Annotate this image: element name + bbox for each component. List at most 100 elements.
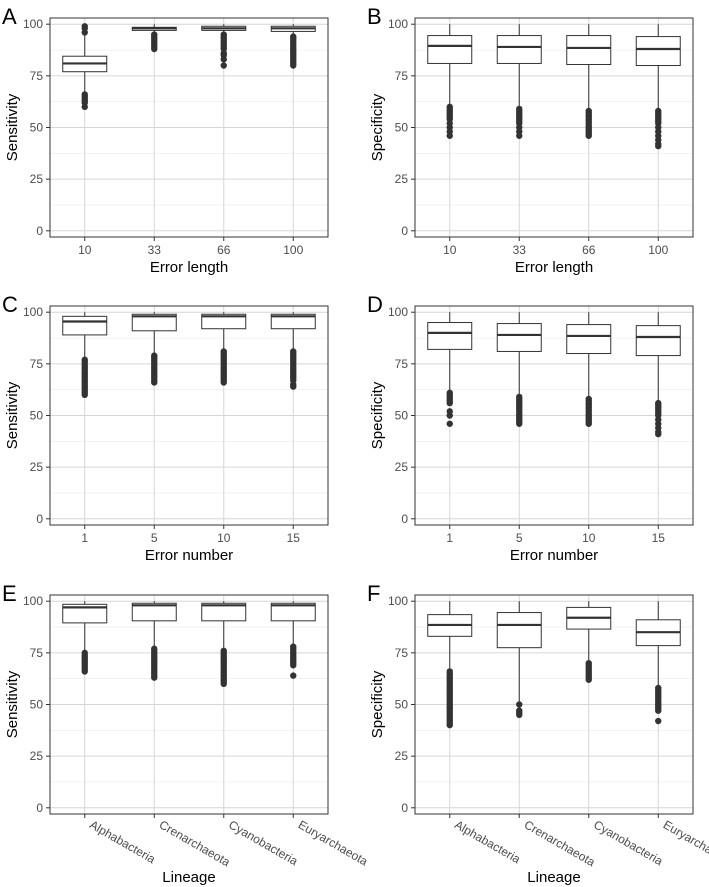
x-tick-label: 33	[148, 243, 162, 257]
outlier-point	[446, 412, 453, 419]
x-tick-label: 66	[582, 243, 596, 257]
panel-f: 0 25 50 75 100 AlphabacteriaCrenarchaeotaCyan…	[367, 581, 709, 886]
outlier-point	[290, 62, 297, 69]
x-tick-label: 5	[516, 531, 523, 545]
box-10	[566, 312, 612, 427]
x-tick-label: 15	[652, 531, 666, 545]
box-5	[496, 312, 542, 427]
x-tick-label: 10	[217, 531, 231, 545]
outlier-point	[220, 680, 227, 688]
outlier-point	[151, 379, 158, 386]
box-100	[635, 24, 681, 150]
x-tick-label: 100	[283, 243, 303, 257]
outlier-point	[290, 383, 297, 390]
x-axis-title: Lineage	[527, 869, 580, 886]
outlier-point	[585, 420, 592, 427]
y-tick-label: 75	[30, 646, 44, 660]
panel-letter: D	[367, 292, 383, 317]
panel-letter: B	[367, 4, 382, 29]
x-tick-label: Crenarchaeota	[522, 817, 598, 869]
y-tick-label: 100	[23, 594, 43, 608]
panel-b: 0 25 50 75 100 10 33 66 100 Error length Specifici…	[367, 4, 694, 276]
x-tick-label: Alphabacteria	[452, 817, 523, 866]
outlier-point	[655, 707, 662, 714]
box-crenarchaeota	[496, 601, 542, 719]
outlier-point	[151, 674, 158, 681]
y-tick-label: 0	[36, 512, 43, 526]
panel-border	[49, 305, 329, 526]
box-iqr	[270, 602, 316, 622]
x-tick-label: Cyanobacteria	[591, 817, 665, 868]
x-axis-title: Lineage	[162, 869, 215, 886]
outlier-point	[516, 132, 523, 139]
x-tick-label: 100	[648, 243, 668, 257]
outlier-point	[585, 676, 592, 683]
y-tick-label: 25	[30, 460, 44, 474]
box-iqr	[201, 313, 247, 330]
x-tick-label: 15	[287, 531, 301, 545]
box-10	[427, 24, 473, 139]
x-tick-label: 1	[446, 531, 453, 545]
x-tick-label: 5	[151, 531, 158, 545]
x-tick-label: 66	[217, 243, 231, 257]
x-axis-title: Error number	[145, 547, 233, 564]
panel-border	[414, 305, 694, 526]
y-tick-label: 75	[395, 646, 409, 660]
outlier-point	[446, 721, 453, 729]
panel-letter: F	[367, 581, 380, 606]
x-tick-label: 1	[81, 531, 88, 545]
y-tick-label: 25	[30, 749, 44, 763]
box-33	[496, 24, 542, 139]
x-tick-label: Cyanobacteria	[226, 817, 300, 868]
x-tick-label: 33	[513, 243, 527, 257]
y-tick-label: 50	[30, 409, 44, 423]
box-iqr	[635, 36, 681, 67]
x-tick-label: Alphabacteria	[87, 817, 158, 866]
y-tick-label: 25	[395, 172, 409, 186]
box-iqr	[201, 602, 247, 622]
outlier-point	[446, 420, 453, 427]
x-tick-label: 10	[443, 243, 457, 257]
box-66	[201, 24, 247, 69]
outlier-point	[290, 662, 297, 669]
box-euryarchaeota	[270, 601, 316, 679]
box-10	[201, 312, 247, 386]
outlier-point	[220, 62, 227, 69]
box-33	[131, 24, 177, 53]
box-euryarchaeota	[635, 601, 681, 725]
box-15	[635, 312, 681, 438]
box-iqr	[62, 603, 108, 624]
y-tick-label: 75	[395, 357, 409, 371]
box-1	[62, 312, 108, 399]
outlier-point	[81, 23, 88, 30]
outlier-point	[81, 391, 88, 399]
box-iqr	[131, 602, 177, 622]
outlier-point	[516, 420, 523, 427]
y-axis-title: Specificity	[369, 381, 386, 449]
y-tick-label: 0	[36, 224, 43, 238]
y-tick-label: 50	[395, 409, 409, 423]
outlier-point	[655, 430, 662, 438]
outlier-point	[290, 672, 297, 679]
outlier-point	[585, 132, 592, 139]
box-iqr	[131, 313, 177, 332]
y-tick-label: 100	[388, 594, 408, 608]
box-alphabacteria	[62, 601, 108, 675]
box-iqr	[62, 315, 108, 336]
box-iqr	[566, 324, 612, 355]
y-axis-title: Sensitivity	[4, 381, 21, 449]
outlier-point	[81, 668, 88, 675]
box-iqr	[427, 35, 473, 64]
box-5	[131, 312, 177, 386]
x-axis-title: Error number	[510, 547, 598, 564]
box-1	[427, 312, 473, 427]
box-cyanobacteria	[566, 601, 612, 683]
x-tick-label: Euryarchaeota	[661, 817, 709, 868]
box-15	[270, 312, 316, 390]
panel-letter: E	[2, 581, 17, 606]
panel-e: 0 25 50 75 100 AlphabacteriaCrenarchaeotaCyan…	[2, 581, 371, 886]
box-10	[62, 23, 108, 111]
box-iqr	[566, 35, 612, 65]
